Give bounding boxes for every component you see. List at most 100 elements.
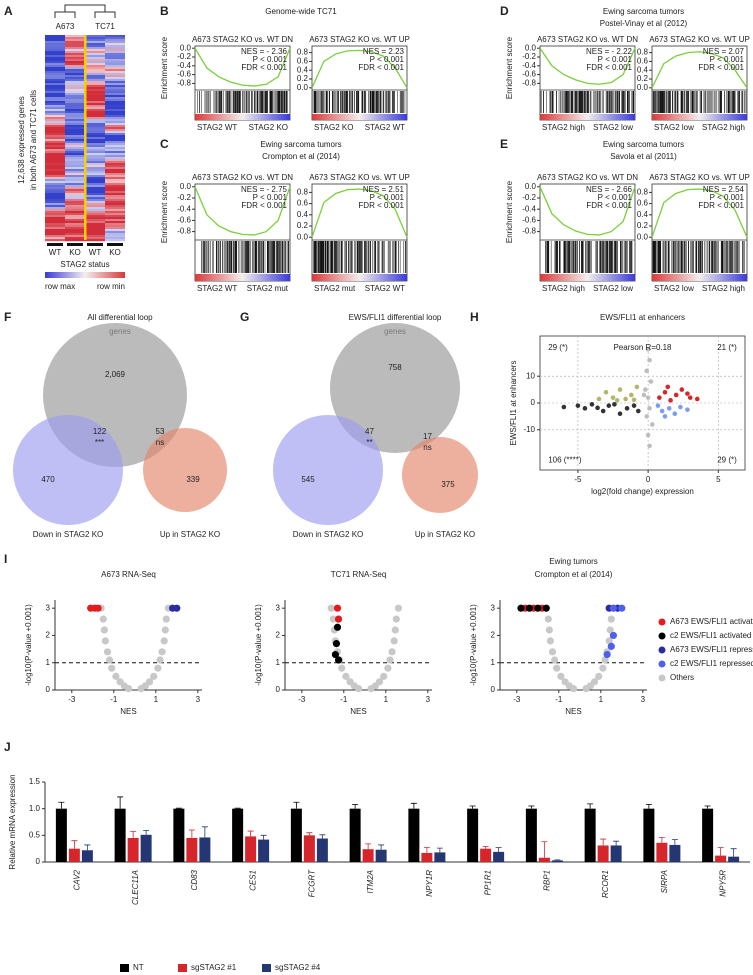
stat-label: P < 0.001	[710, 193, 745, 202]
heatmap-cell	[85, 195, 105, 198]
point	[607, 615, 615, 623]
heatmap-cell	[65, 131, 85, 134]
heatmap-cell	[85, 169, 105, 172]
point	[648, 379, 654, 384]
venn-circle	[330, 323, 460, 453]
error-bar	[130, 831, 137, 838]
x-tick-label: RCOR1	[601, 870, 610, 898]
stat-label: FDR < 0.001	[698, 63, 744, 72]
heatmap-cell	[65, 113, 85, 116]
heatmap-cell	[85, 185, 105, 188]
legend-label: c2 EWS/FLI1 repressed	[670, 659, 753, 668]
bar	[362, 849, 374, 862]
enrichment-curve	[311, 49, 408, 89]
heatmap-cell	[65, 47, 85, 50]
heatmap-cell	[105, 87, 125, 90]
enrichment-curve	[194, 186, 291, 236]
heatmap-cell	[105, 141, 125, 144]
point	[150, 672, 158, 680]
heatmap-cell	[65, 45, 85, 48]
heatmap-cell	[105, 167, 125, 170]
heatmap-cell	[65, 107, 85, 110]
point	[612, 402, 617, 407]
heatmap-cell	[105, 57, 125, 60]
heatmap-cell	[85, 227, 105, 230]
group-label: TC71	[95, 22, 115, 31]
point	[600, 408, 606, 414]
x-tick-label: -1	[340, 695, 348, 704]
y-tick-label: -0.2	[522, 193, 536, 202]
heatmap-cell	[45, 139, 65, 142]
heatmap-cell	[105, 101, 125, 104]
point	[607, 642, 615, 650]
y-tick-label: 1	[491, 658, 496, 667]
point	[601, 656, 609, 664]
heatmap-cell	[45, 155, 65, 158]
heatmap-cell	[85, 129, 105, 132]
point	[623, 396, 628, 402]
heatmap-cell	[105, 77, 125, 80]
group-label: STAG2 high	[702, 284, 745, 293]
heatmap-cell	[65, 99, 85, 102]
panel-letter: J	[4, 740, 11, 754]
venn-count: 2,069	[105, 370, 126, 379]
y-tick-label: -0.4	[522, 204, 536, 213]
heatmap-cell	[85, 65, 105, 68]
heatmap-cell	[65, 211, 85, 214]
x-tick-label: 3	[196, 695, 201, 704]
heatmap-cell	[45, 65, 65, 68]
y-tick-label: 0.0	[525, 43, 537, 52]
x-tick-label: 3	[641, 695, 646, 704]
point	[517, 604, 525, 612]
heatmap-cell	[85, 139, 105, 142]
heatmap-cell	[85, 161, 105, 164]
heatmap-cell	[65, 117, 85, 120]
bar	[81, 850, 93, 862]
heatmap-cell	[45, 183, 65, 186]
point	[610, 395, 616, 400]
venn-label: Down in STAG2 KO	[293, 530, 364, 539]
heatmap-cell	[65, 147, 85, 150]
heatmap-cell	[105, 111, 125, 114]
y-tick-label: -0.8	[522, 79, 536, 88]
error-bar	[717, 847, 724, 856]
heatmap-cell	[85, 67, 105, 70]
heatmap-cell	[105, 175, 125, 178]
heatmap-cell	[45, 227, 65, 230]
y-tick-label: 0.8	[297, 188, 309, 197]
legend-label: sgSTAG2 #4	[275, 963, 321, 972]
heatmap-cell	[105, 131, 125, 134]
y-tick-label: -0.6	[522, 70, 536, 79]
heatmap-cell	[45, 55, 65, 58]
legend-swatch	[178, 964, 187, 972]
heatmap-cell	[45, 223, 65, 226]
venn-count: 758	[388, 363, 402, 372]
point	[668, 398, 673, 403]
heatmap-cell	[85, 91, 105, 94]
heatmap-cell	[65, 213, 85, 216]
heatmap-cell	[65, 133, 85, 136]
heatmap-cell	[105, 161, 125, 164]
annotation: 106 (****)	[548, 456, 582, 465]
y-tick-label: 0.6	[297, 57, 309, 66]
heatmap-cell	[45, 87, 65, 90]
heatmap-cell	[85, 171, 105, 174]
heatmap-cell	[45, 145, 65, 148]
heatmap-cell	[105, 177, 125, 180]
point	[662, 414, 668, 419]
point	[391, 626, 399, 634]
legend-swatch	[658, 632, 666, 640]
heatmap-cell	[65, 75, 85, 78]
heatmap-cell	[45, 143, 65, 146]
y-tick-label: 2	[276, 631, 281, 640]
heatmap-cell	[65, 153, 85, 156]
group-label: STAG2 high	[702, 123, 745, 132]
y-axis-label: Enrichment score	[505, 36, 514, 99]
heatmap-cell	[85, 61, 105, 64]
column-bar	[47, 243, 63, 246]
error-bar	[234, 807, 241, 809]
heatmap-cell	[45, 111, 65, 114]
enrichment-curve	[651, 188, 748, 238]
heatmap-cell	[85, 215, 105, 218]
point	[659, 408, 665, 414]
